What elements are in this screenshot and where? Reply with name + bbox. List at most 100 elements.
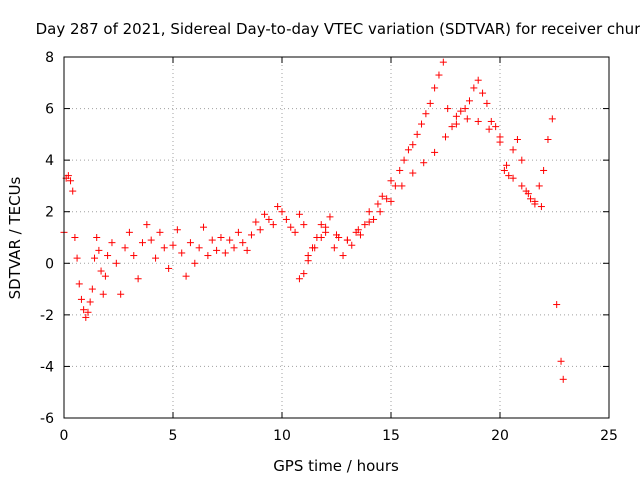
data-point bbox=[71, 234, 79, 241]
data-point bbox=[413, 130, 421, 138]
data-point bbox=[509, 174, 517, 182]
data-point bbox=[243, 246, 251, 254]
data-point bbox=[356, 231, 364, 239]
data-point bbox=[330, 244, 338, 252]
data-point bbox=[474, 117, 482, 125]
data-point bbox=[383, 195, 391, 203]
data-point bbox=[553, 301, 561, 309]
y-tick-label: 2 bbox=[45, 205, 54, 221]
data-point bbox=[77, 295, 85, 303]
y-tick-label: -4 bbox=[40, 359, 54, 375]
data-point bbox=[435, 71, 443, 79]
data-point bbox=[404, 146, 412, 154]
data-point bbox=[420, 159, 428, 167]
data-point bbox=[448, 123, 456, 131]
data-point bbox=[518, 156, 526, 164]
data-point bbox=[156, 228, 164, 236]
data-point bbox=[396, 166, 404, 174]
data-point bbox=[195, 244, 203, 252]
data-point bbox=[173, 226, 181, 234]
data-point bbox=[204, 252, 212, 260]
data-point bbox=[479, 89, 487, 97]
x-tick-label: 25 bbox=[600, 428, 618, 444]
data-point bbox=[365, 218, 373, 226]
data-point bbox=[97, 267, 105, 275]
data-point bbox=[160, 244, 168, 252]
data-point bbox=[213, 246, 221, 254]
axis-ticks: 0 5 10 15 20 25 -6 -4 -2 0 2 4 6 8 bbox=[40, 50, 618, 444]
data-point bbox=[67, 177, 75, 185]
data-point bbox=[311, 244, 319, 252]
data-point bbox=[509, 146, 517, 154]
data-point bbox=[274, 203, 282, 211]
x-tick-label: 20 bbox=[491, 428, 509, 444]
data-point bbox=[391, 182, 399, 190]
data-point bbox=[282, 215, 290, 223]
data-point bbox=[304, 257, 312, 265]
data-point bbox=[101, 272, 109, 280]
data-point bbox=[147, 236, 155, 244]
x-tick-label: 15 bbox=[382, 428, 400, 444]
data-point bbox=[91, 254, 99, 262]
data-point bbox=[73, 254, 81, 262]
data-point bbox=[130, 252, 138, 260]
data-point bbox=[409, 169, 417, 177]
data-point bbox=[503, 161, 511, 169]
plot-frame bbox=[63, 56, 610, 419]
data-point bbox=[93, 234, 101, 241]
x-axis-label: GPS time / hours bbox=[273, 457, 399, 475]
data-point bbox=[518, 182, 526, 190]
data-point bbox=[295, 275, 303, 283]
data-point bbox=[374, 200, 382, 208]
data-point bbox=[208, 236, 216, 244]
data-point bbox=[186, 239, 194, 247]
data-point bbox=[295, 210, 303, 218]
data-point bbox=[112, 259, 120, 267]
data-point bbox=[527, 195, 535, 203]
data-point bbox=[239, 239, 247, 247]
data-point bbox=[252, 218, 260, 226]
data-point bbox=[398, 182, 406, 190]
data-point bbox=[524, 190, 532, 198]
data-point bbox=[64, 172, 72, 180]
data-point bbox=[300, 221, 308, 229]
data-point bbox=[300, 270, 308, 278]
data-point bbox=[234, 228, 242, 236]
data-point bbox=[191, 259, 199, 267]
data-point bbox=[117, 290, 125, 298]
data-point bbox=[361, 221, 369, 229]
data-point bbox=[370, 215, 378, 223]
data-point bbox=[461, 105, 469, 113]
data-point bbox=[559, 375, 567, 383]
x-tick-label: 10 bbox=[273, 428, 291, 444]
data-point bbox=[457, 107, 465, 115]
data-point bbox=[365, 208, 373, 216]
data-point bbox=[439, 58, 447, 66]
data-point bbox=[537, 203, 545, 211]
y-tick-label: 4 bbox=[45, 153, 54, 169]
y-tick-label: 6 bbox=[45, 102, 54, 118]
data-points bbox=[60, 58, 567, 383]
data-point bbox=[200, 223, 208, 231]
data-point bbox=[221, 249, 229, 257]
y-tick-label: 8 bbox=[45, 50, 54, 66]
data-point bbox=[333, 231, 340, 239]
data-point bbox=[548, 115, 556, 123]
data-point bbox=[463, 115, 471, 123]
data-point bbox=[422, 110, 430, 118]
data-point bbox=[80, 306, 88, 314]
data-point bbox=[269, 221, 277, 229]
data-point bbox=[544, 136, 552, 144]
data-point bbox=[256, 226, 264, 234]
data-point bbox=[84, 308, 92, 316]
data-point bbox=[409, 141, 417, 149]
data-point bbox=[217, 234, 225, 241]
data-point bbox=[452, 120, 460, 128]
data-point bbox=[500, 166, 508, 174]
y-tick-label: -2 bbox=[40, 308, 54, 324]
data-point bbox=[326, 213, 334, 221]
data-point bbox=[540, 166, 548, 174]
data-point bbox=[165, 264, 173, 272]
data-point bbox=[278, 208, 286, 216]
